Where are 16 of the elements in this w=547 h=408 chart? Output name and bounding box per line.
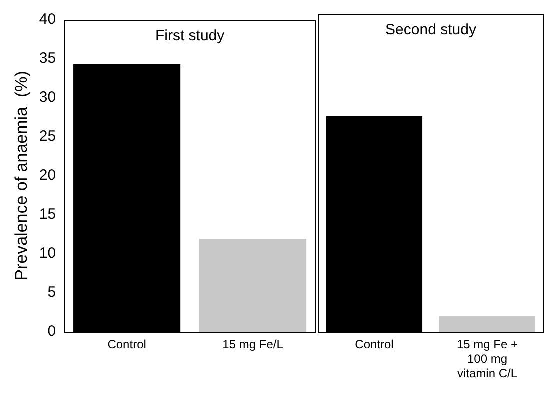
x-tick-label: Control	[108, 338, 146, 352]
x-tick-label: 15 mg Fe/L	[222, 338, 284, 352]
text: First study	[155, 28, 226, 45]
y-tick-label: 25	[39, 128, 56, 146]
y-tick-label: 0	[48, 323, 56, 340]
y-tick-label: 20	[39, 167, 56, 184]
y-tick-label: 30	[39, 89, 56, 106]
x-tick-label: 15 mg Fe + 100 mg vitamin C/L	[456, 338, 518, 380]
y-axis-title: Prevalence of anaemia (%)	[12, 71, 31, 281]
x-tick-label: Control	[355, 338, 394, 352]
y-tick-label: 40	[39, 11, 56, 28]
text: Second study	[386, 22, 477, 39]
y-tick-label: 10	[39, 245, 56, 262]
y-tick-label: 35	[39, 50, 56, 68]
y-tick-label: 15	[39, 206, 56, 224]
y-tick-label: 5	[48, 284, 56, 302]
